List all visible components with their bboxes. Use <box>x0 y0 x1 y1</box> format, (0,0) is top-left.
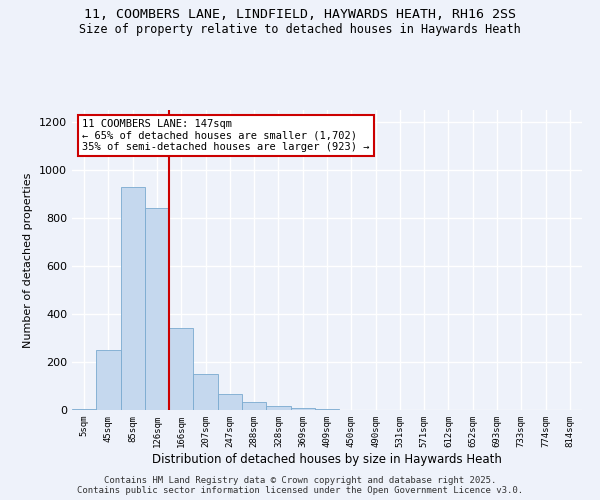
Text: Contains HM Land Registry data © Crown copyright and database right 2025.
Contai: Contains HM Land Registry data © Crown c… <box>77 476 523 495</box>
X-axis label: Distribution of detached houses by size in Haywards Heath: Distribution of detached houses by size … <box>152 452 502 466</box>
Text: 11 COOMBERS LANE: 147sqm
← 65% of detached houses are smaller (1,702)
35% of sem: 11 COOMBERS LANE: 147sqm ← 65% of detach… <box>82 119 370 152</box>
Bar <box>242 402 266 410</box>
Bar <box>266 406 290 410</box>
Text: 11, COOMBERS LANE, LINDFIELD, HAYWARDS HEATH, RH16 2SS: 11, COOMBERS LANE, LINDFIELD, HAYWARDS H… <box>84 8 516 20</box>
Bar <box>218 394 242 410</box>
Y-axis label: Number of detached properties: Number of detached properties <box>23 172 34 348</box>
Bar <box>145 208 169 410</box>
Bar <box>315 409 339 410</box>
Bar <box>169 328 193 410</box>
Bar <box>193 374 218 410</box>
Bar <box>121 187 145 410</box>
Text: Size of property relative to detached houses in Haywards Heath: Size of property relative to detached ho… <box>79 22 521 36</box>
Bar <box>96 350 121 410</box>
Bar <box>72 409 96 410</box>
Bar <box>290 408 315 410</box>
